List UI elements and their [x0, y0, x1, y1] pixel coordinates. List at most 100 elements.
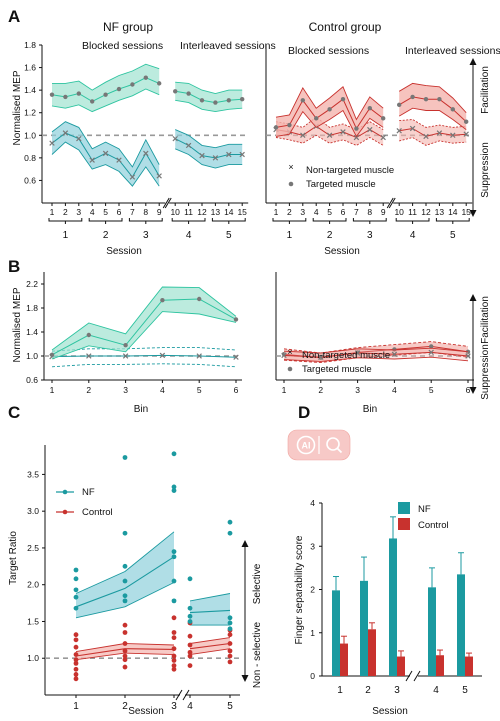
b-ctrl-xtick-label: 4 — [392, 385, 397, 395]
d-nf-bar — [360, 580, 368, 676]
c-nf-point — [171, 549, 177, 555]
c-nf-point — [122, 578, 128, 584]
a-ctrl-targeted-upper-0 — [275, 86, 384, 121]
arrow-c-up-icon — [241, 540, 249, 547]
c-control-lower-1 — [189, 648, 231, 656]
c-control-point — [73, 632, 79, 638]
a-ctrl-xtick-label: 10 — [394, 207, 404, 217]
c-control-point — [227, 641, 233, 646]
b-nf-xtick-label: 6 — [234, 385, 239, 395]
a-ctrl-targeted-point — [381, 116, 386, 121]
panel-a-control-plot: 1 2 3 4 5 6 7 8 9 10 11 12 13 14 151 2 3 4 5 — [265, 45, 473, 241]
a-ctrl-targeted-point — [273, 125, 279, 130]
a-ctrl-targeted-point — [397, 102, 402, 108]
a-ctrl-axis-break — [386, 197, 396, 209]
c-control-point — [171, 615, 177, 621]
c-control-upper-1 — [189, 637, 231, 644]
search-icon-handle — [336, 447, 343, 454]
panel-letter-b: B — [8, 257, 20, 276]
a-nf-ytick-label: 1.6 — [24, 63, 36, 73]
b-ctrl-nontargeted-lower-0 — [283, 356, 469, 362]
a-nf-targeted-point — [240, 96, 245, 102]
d-ytick-label: 4 — [310, 498, 315, 508]
c-control-point — [122, 630, 128, 635]
c-nf-point — [122, 563, 128, 569]
a-ctrl-targeted-lower-1 — [398, 107, 467, 130]
a-ctrl-nontargeted-point — [380, 134, 386, 141]
a-nf-targeted-upper-1 — [175, 81, 243, 94]
d-control-bar — [436, 655, 444, 676]
c-control-point — [73, 637, 79, 643]
c-control-point — [122, 622, 128, 628]
b-ctrl-nontargeted-upper-0 — [283, 347, 469, 354]
d-control-bar — [397, 656, 405, 676]
a-ctrl-xtick-label: 11 — [408, 207, 417, 217]
b-nf-targeted-point — [49, 352, 55, 357]
d-nf-bar — [428, 587, 436, 676]
c-control-point — [187, 649, 193, 655]
a-ctrl-xtick-label: 3 — [300, 207, 305, 217]
a-nf-targeted-point — [226, 98, 231, 103]
nf-blocked-label: Blocked sessions — [82, 40, 163, 52]
a-nf-targeted-point — [63, 94, 68, 100]
a-nf-xtick-label: 3 — [76, 207, 81, 217]
nf-interleaved-label: Interleaved sessions — [180, 40, 276, 52]
d-ytick-label: 2 — [310, 585, 315, 595]
a-ctrl-nontargeted-band-1 — [399, 119, 467, 146]
a-nf-session-label: 2 — [103, 230, 109, 241]
b-ctrl-nontargeted-point — [354, 350, 361, 356]
a-nf-nontargeted-point — [226, 151, 232, 158]
panel-d-legend: NF Control — [398, 502, 449, 531]
c-control-point — [73, 666, 79, 672]
a-ctrl-targeted-upper-1 — [398, 82, 467, 114]
b-nf-targeted-point — [86, 332, 92, 338]
c-nf-point — [73, 605, 79, 611]
a-nf-nontargeted-mean-1 — [174, 138, 243, 159]
c-control-point — [227, 653, 233, 659]
c-control-point — [171, 653, 177, 659]
a-nf-xtick-label: 4 — [90, 207, 95, 217]
c-control-point — [171, 658, 177, 663]
a-nf-nontargeted-upper-1 — [175, 129, 243, 149]
panel-b-nf-plot: 0.6 1.0 1.4 1.8 2.2 1 2 3 4 5 6 — [26, 272, 242, 395]
c-nf-point — [227, 519, 233, 525]
b-nf-nontargeted-point — [196, 353, 202, 359]
c-nf-lower-0 — [75, 582, 175, 619]
arrow-c-down-icon — [241, 675, 249, 682]
a-ctrl-session-brace — [395, 218, 430, 224]
b-nf-nontargeted-point — [86, 353, 92, 359]
a-nf-nontargeted-point — [199, 152, 205, 159]
a-nf-nontargeted-point — [102, 150, 109, 157]
arrow-up-icon — [469, 58, 477, 65]
a-ctrl-targeted-point — [287, 122, 292, 128]
a-nf-targeted-point — [90, 99, 95, 104]
c-control-point — [187, 642, 193, 648]
panel-letter-c: C — [8, 403, 20, 422]
c-nf-point — [187, 605, 193, 611]
b-nf-ytick-label: 2.2 — [26, 279, 38, 289]
control-group-title: Control group — [309, 20, 382, 34]
c-control-point — [73, 652, 79, 657]
c-ytick-label: 3.5 — [27, 469, 39, 479]
a-nf-session-brace — [128, 218, 163, 224]
facilitation-b-label: Facilitation — [480, 296, 491, 344]
c-nf-point — [73, 567, 79, 573]
a-ctrl-xtick-label: 5 — [327, 207, 332, 217]
a-ctrl-xtick-label: 1 — [274, 207, 279, 217]
a-ctrl-nontargeted-point — [396, 128, 402, 134]
a-ctrl-nontargeted-point — [450, 132, 456, 139]
legend-b-dot-icon — [287, 366, 293, 372]
a-ctrl-xtick-label: 9 — [381, 207, 386, 217]
c-control-point — [171, 663, 177, 668]
a-nf-xtick-label: 12 — [197, 207, 207, 217]
a-nf-nontargeted-point — [62, 130, 69, 136]
c-control-point — [187, 663, 193, 668]
c-ytick-label: 3.0 — [27, 506, 39, 516]
a-nf-xtick-label: 2 — [63, 207, 68, 217]
panel-b-direction: Facilitation Suppression — [469, 294, 491, 400]
c-nf-point — [187, 613, 193, 619]
a-nf-ytick-label: 1.8 — [24, 40, 36, 50]
c-nf-mean-0 — [75, 556, 175, 608]
ctrl-interleaved-text: Interleaved sessions — [405, 45, 500, 57]
